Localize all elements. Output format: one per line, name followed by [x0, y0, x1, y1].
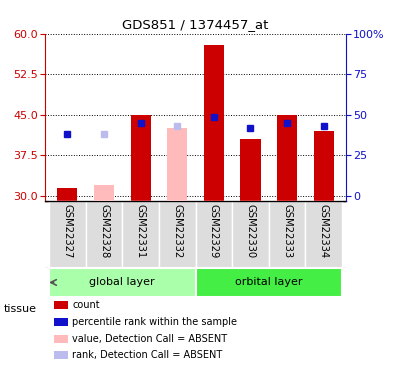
Bar	[314, 131, 334, 201]
Bar	[204, 45, 224, 201]
Bar	[277, 115, 297, 201]
Bar	[130, 115, 150, 201]
Text: count: count	[72, 300, 100, 310]
FancyBboxPatch shape	[49, 201, 86, 268]
Text: GSM22331: GSM22331	[135, 204, 146, 259]
Text: GSM22329: GSM22329	[209, 204, 219, 259]
Text: global layer: global layer	[90, 278, 155, 288]
Text: GSM22334: GSM22334	[319, 204, 329, 259]
FancyBboxPatch shape	[159, 201, 196, 268]
Title: GDS851 / 1374457_at: GDS851 / 1374457_at	[122, 18, 269, 31]
Bar	[167, 128, 187, 201]
Text: GSM22330: GSM22330	[245, 204, 256, 259]
FancyBboxPatch shape	[49, 268, 196, 297]
Text: GSM22333: GSM22333	[282, 204, 292, 259]
Bar	[55, 351, 68, 359]
Text: GSM22332: GSM22332	[172, 204, 182, 259]
FancyBboxPatch shape	[196, 201, 232, 268]
Bar	[57, 188, 77, 201]
Bar	[241, 139, 261, 201]
Text: rank, Detection Call = ABSENT: rank, Detection Call = ABSENT	[72, 350, 223, 360]
Bar	[94, 185, 114, 201]
FancyBboxPatch shape	[122, 201, 159, 268]
Text: value, Detection Call = ABSENT: value, Detection Call = ABSENT	[72, 334, 228, 344]
FancyBboxPatch shape	[196, 268, 342, 297]
Text: GSM22327: GSM22327	[62, 204, 72, 259]
FancyBboxPatch shape	[86, 201, 122, 268]
Text: tissue: tissue	[4, 304, 37, 314]
Text: orbital layer: orbital layer	[235, 278, 303, 288]
Bar	[55, 334, 68, 343]
Bar	[55, 301, 68, 309]
FancyBboxPatch shape	[305, 201, 342, 268]
FancyBboxPatch shape	[269, 201, 305, 268]
FancyBboxPatch shape	[232, 201, 269, 268]
Text: percentile rank within the sample: percentile rank within the sample	[72, 317, 237, 327]
Text: GSM22328: GSM22328	[99, 204, 109, 259]
Bar	[55, 318, 68, 326]
